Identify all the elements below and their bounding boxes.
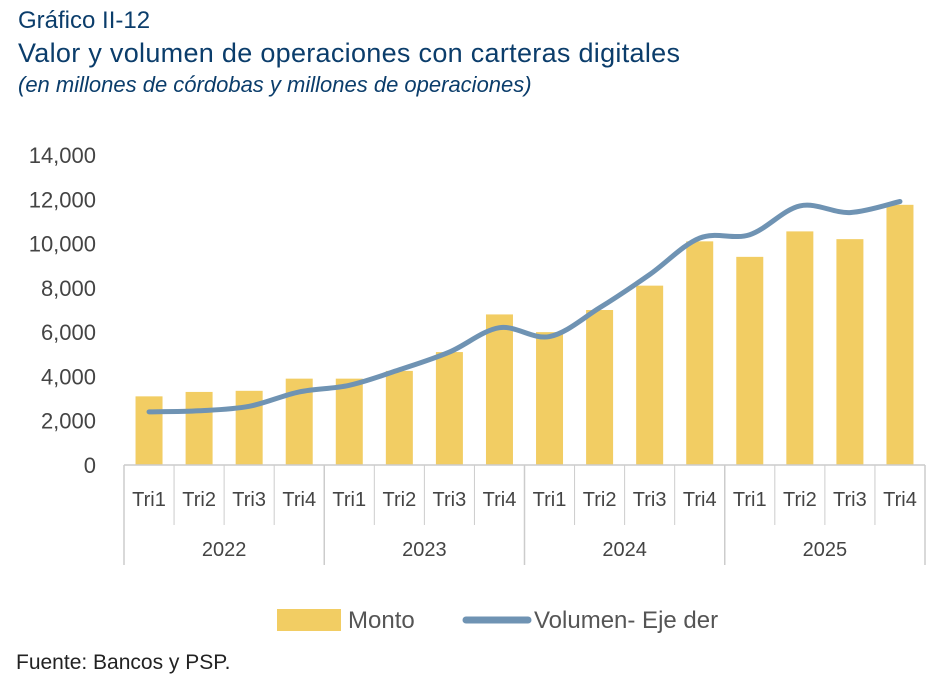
line-volumen [146,199,903,415]
volume-line [146,199,903,415]
bar-monto [335,378,363,465]
x-category-label: Tri1 [533,489,567,511]
bar-monto [586,310,614,465]
x-category-label: Tri2 [182,489,216,511]
x-category-label: Tri2 [783,489,817,511]
bar-monto [435,352,463,465]
y-tick-label: 10,000 [29,232,96,257]
legend-swatch-monto [277,609,341,631]
y-tick-label: 4,000 [41,364,96,389]
x-year-label: 2023 [402,539,447,561]
bar-monto [736,256,764,465]
x-category-label: Tri3 [833,489,867,511]
x-year-label: 2022 [202,539,247,561]
x-axis: Tri1 Tri2 Tri3 Tri4 2022 Tri1 Tri2 Tri3 Tri4 2023… [123,464,926,565]
x-category-label: Tri2 [382,489,416,511]
x-category-label: Tri1 [733,489,767,511]
legend-label-volumen: Volumen- Eje der [534,607,718,634]
bar-monto [636,285,664,465]
bar-monto [135,396,163,465]
x-category-label: Tri4 [883,489,917,511]
x-category-label: Tri3 [232,489,266,511]
x-category-label: Tri4 [683,489,717,511]
x-category-label: Tri1 [332,489,366,511]
bar-monto [536,332,564,465]
chart-title: Valor y volumen de operaciones con carte… [18,38,681,68]
x-category-label: Tri4 [483,489,517,511]
figure-label: Gráfico II-12 [18,7,151,34]
bar-monto [786,231,814,465]
bar-monto [686,241,714,465]
x-category-label: Tri1 [132,489,166,511]
legend-label-monto: Monto [348,607,415,634]
x-year-label: 2024 [602,539,647,561]
x-category-label: Tri3 [433,489,467,511]
x-category-label: Tri2 [583,489,617,511]
chart-header: Gráfico II-12 Valor y volumen de operaci… [18,6,680,100]
bar-monto [886,204,914,466]
bar-monto [836,239,864,465]
bars [135,204,914,466]
x-category-label: Tri4 [282,489,316,511]
bar-monto [185,391,213,465]
x-year-label: 2025 [803,539,848,561]
y-tick-label: 6,000 [41,320,96,345]
y-tick-label: 0 [84,453,96,478]
bar-monto [485,314,513,465]
y-tick-label: 14,000 [29,143,96,168]
chart-canvas: 14,00012,00010,0008,0006,0004,0002,0000 … [29,143,926,634]
y-tick-label: 8,000 [41,276,96,301]
source-note: Fuente: Bancos y PSP. [16,651,231,674]
legend: Monto Volumen- Eje der [277,607,718,634]
chart-subtitle: (en millones de córdobas y millones de o… [18,72,532,97]
y-tick-label: 2,000 [41,409,96,434]
y-tick-label: 12,000 [29,187,96,212]
x-category-label: Tri3 [633,489,667,511]
y-axis: 14,000 12,000 10,000 8,000 6,000 4,000 2,000 0 [29,143,96,478]
bar-monto [385,370,413,465]
